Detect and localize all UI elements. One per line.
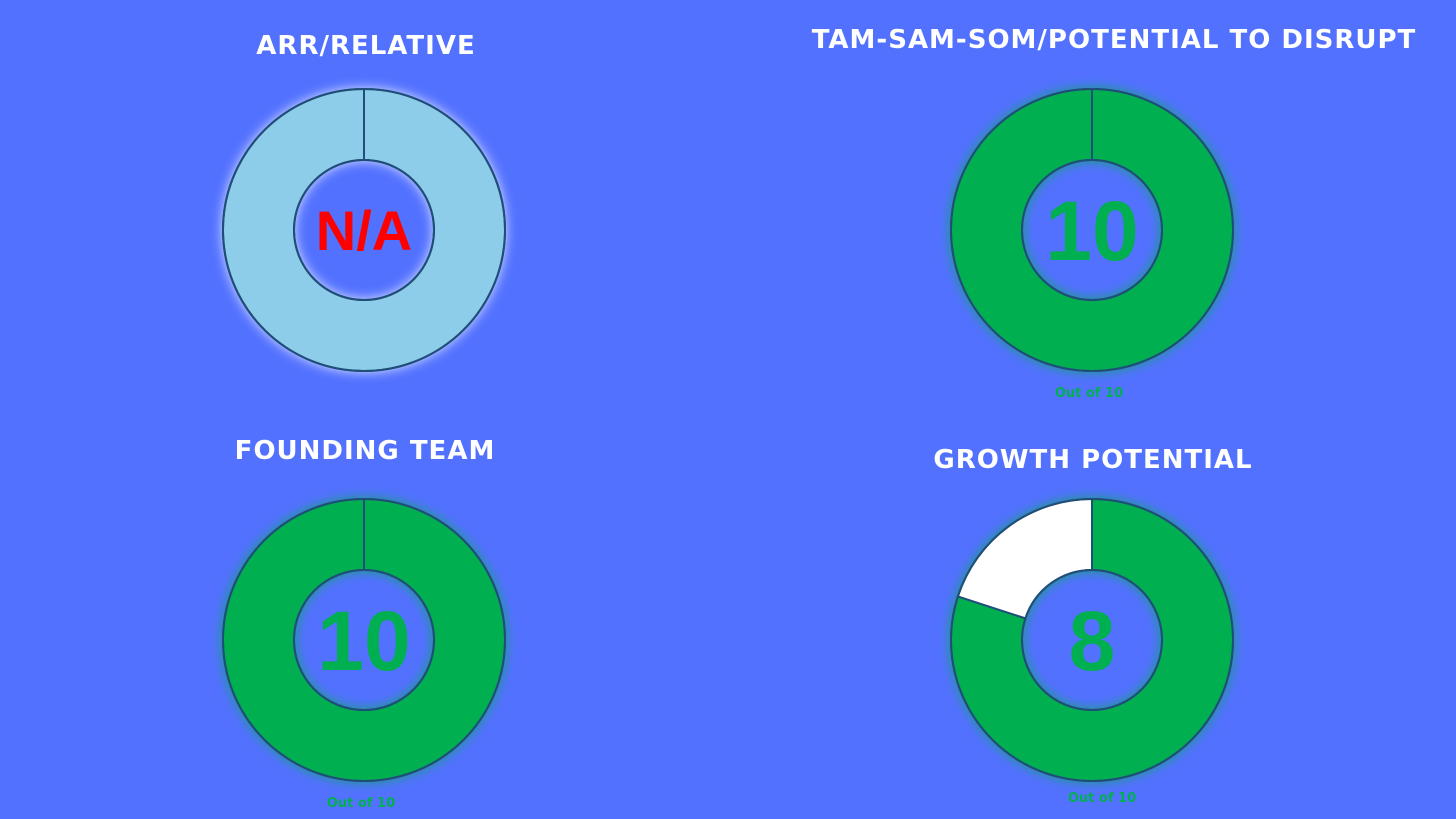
chart-title-growth-potential: GROWTH POTENTIAL [933,445,1253,475]
gauge-center-label: 10 [1045,184,1138,278]
chart-title-founding-team: FOUNDING TEAM [234,436,496,466]
gauge-growth-potential: 8 [950,497,1234,782]
gauge-founding-team: 10 [222,497,506,782]
gauge-center-label: N/A [316,199,412,262]
gauge-arr: N/A [222,87,506,372]
gauge-tam-sam-som: 10 [950,87,1234,372]
gauge-subtitle-growth-potential: Out of 10 [1067,791,1137,806]
chart-title-arr: ARR/RELATIVE [256,31,476,61]
gauge-center-label: 8 [1069,594,1116,688]
gauge-subtitle-founding-team: Out of 10 [326,796,396,811]
gauge-subtitle-tam-sam-som: Out of 10 [1054,386,1124,401]
gauge-center-label: 10 [317,594,410,688]
chart-title-tam-sam-som: TAM-SAM-SOM/POTENTIAL TO DISRUPT [811,25,1417,55]
